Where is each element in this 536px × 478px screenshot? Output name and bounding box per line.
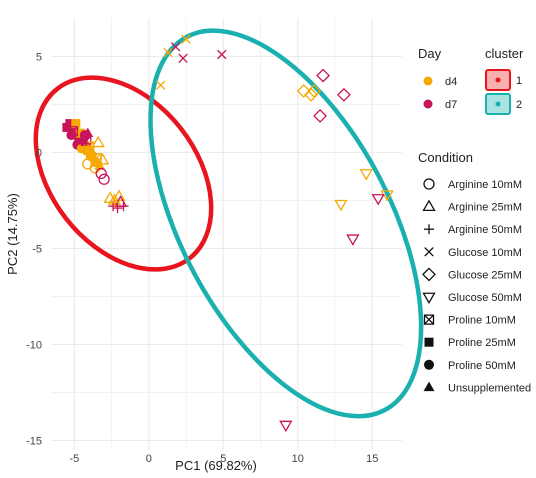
data-point-circle-open [98, 173, 110, 185]
data-points [62, 34, 394, 433]
data-point-square-filled [83, 145, 93, 155]
condition-legend-item: Arginine 50mM [424, 224, 522, 236]
data-point-triangle-open [91, 135, 105, 148]
data-point-cross [181, 34, 191, 44]
data-point-plus [112, 203, 123, 214]
condition-legend-item: Glucose 25mM [422, 267, 522, 282]
y-tick-label: -10 [26, 339, 42, 351]
x-tick-label: 15 [366, 453, 378, 465]
data-point-plus [109, 197, 120, 208]
day-legend-label-d4: d4 [445, 76, 457, 88]
condition-legend-key-square-cross [423, 314, 435, 325]
data-point-plus [118, 201, 129, 212]
condition-legend-item: Proline 50mM [424, 359, 516, 372]
cluster-1-ellipse [33, 75, 214, 272]
day-legend-label-d7: d7 [445, 99, 457, 111]
data-point-triangle-filled [82, 127, 94, 137]
x-tick-label: 5 [220, 453, 226, 465]
day-legend-title: Day [418, 46, 442, 61]
condition-legend-label: Arginine 25mM [448, 202, 522, 214]
cluster-2-ellipse [148, 28, 424, 419]
data-point-cross [170, 42, 181, 52]
day-legend-key-d7 [423, 99, 433, 109]
grid-lines [52, 18, 402, 450]
condition-legend-key-plus [424, 224, 434, 235]
condition-legend-label: Proline 50mM [448, 360, 516, 372]
day-legend-key-d4 [423, 76, 433, 86]
x-tick-label: 0 [146, 453, 152, 465]
y-tick-label: 5 [36, 51, 42, 63]
data-point-triangle-filled [77, 135, 89, 145]
data-point-triangle-down-open [279, 420, 293, 433]
x-tick-label: -5 [69, 453, 79, 465]
condition-legend-item: Unsupplemented [423, 381, 531, 394]
data-point-square-filled [62, 122, 72, 132]
condition-legend-label: Proline 10mM [448, 315, 516, 327]
condition-legend-label: Proline 25mM [448, 337, 516, 349]
condition-legend-items: Arginine 10mM Arginine 25mM Arginine 50mM G… [422, 178, 531, 394]
data-point-cross [156, 80, 166, 90]
data-point-cross [217, 49, 227, 60]
data-point-diamond-open [304, 87, 319, 102]
condition-legend-key-triangle-down-open [422, 292, 436, 305]
cluster-legend: cluster 1 2 [485, 46, 524, 115]
y-tick-label: 0 [36, 147, 42, 159]
data-point-square-cross [67, 126, 79, 137]
data-point-diamond-open [313, 109, 328, 123]
data-point-diamond-open [336, 87, 351, 102]
y-axis-label: PC2 (14.75%) [5, 193, 20, 275]
condition-legend-key-triangle-open [422, 199, 436, 212]
condition-legend-key-circle-open [423, 178, 435, 190]
cluster-legend-dot-2 [495, 101, 501, 107]
data-point-triangle-down-open [371, 194, 385, 206]
condition-legend-key-circle-filled [424, 359, 434, 370]
x-axis-ticks: -5 0 5 10 15 [69, 453, 378, 465]
condition-legend-label: Unsupplemented [448, 382, 531, 394]
condition-legend-label: Arginine 10mM [448, 179, 522, 191]
data-point-triangle-open [96, 153, 110, 165]
condition-legend-key-triangle-filled [423, 381, 435, 392]
condition-legend-item: Proline 10mM [423, 314, 516, 327]
condition-legend-key-diamond-open [422, 267, 436, 282]
data-point-cross [178, 53, 188, 64]
data-point-triangle-filled [86, 146, 98, 157]
data-point-cross [163, 47, 173, 58]
data-point-circle-open [89, 162, 101, 174]
data-point-circle-open [95, 167, 107, 180]
day-legend: Day d4 d7 [418, 46, 457, 111]
data-point-diamond-open [307, 84, 322, 98]
condition-legend-key-cross [424, 247, 434, 257]
y-axis-ticks: 5 0 -5 -10 -15 [26, 51, 42, 447]
condition-legend-title: Condition [418, 150, 473, 165]
data-point-triangle-down-open [359, 169, 373, 181]
cluster-legend-dot-1 [495, 77, 501, 83]
y-tick-label: -15 [26, 435, 42, 447]
y-tick-label: -5 [32, 243, 42, 255]
condition-legend-item: Arginine 10mM [423, 178, 522, 191]
condition-legend-item: Arginine 25mM [422, 199, 522, 214]
data-point-triangle-down-open [334, 199, 348, 212]
cluster-legend-label-1: 1 [516, 75, 522, 87]
x-tick-label: 10 [292, 453, 304, 465]
condition-legend-key-square-filled [424, 337, 434, 347]
data-point-triangle-down-open [346, 234, 360, 246]
condition-legend-item: Proline 25mM [424, 337, 516, 349]
cluster-legend-title: cluster [485, 46, 524, 61]
condition-legend-label: Arginine 50mM [448, 224, 522, 236]
data-point-diamond-open [296, 84, 311, 98]
data-point-triangle-down-open [380, 190, 394, 202]
condition-legend-label: Glucose 50mM [448, 292, 522, 304]
data-point-square-filled [71, 119, 81, 129]
x-axis-label: PC1 (69.82%) [175, 458, 257, 473]
data-point-diamond-open [316, 68, 330, 83]
condition-legend-label: Glucose 10mM [448, 247, 522, 259]
condition-legend-item: Glucose 50mM [422, 292, 522, 305]
cluster-ellipses [33, 28, 424, 419]
cluster-legend-label-2: 2 [516, 99, 522, 111]
condition-legend-label: Glucose 25mM [448, 269, 522, 281]
condition-legend-item: Glucose 10mM [424, 247, 522, 259]
